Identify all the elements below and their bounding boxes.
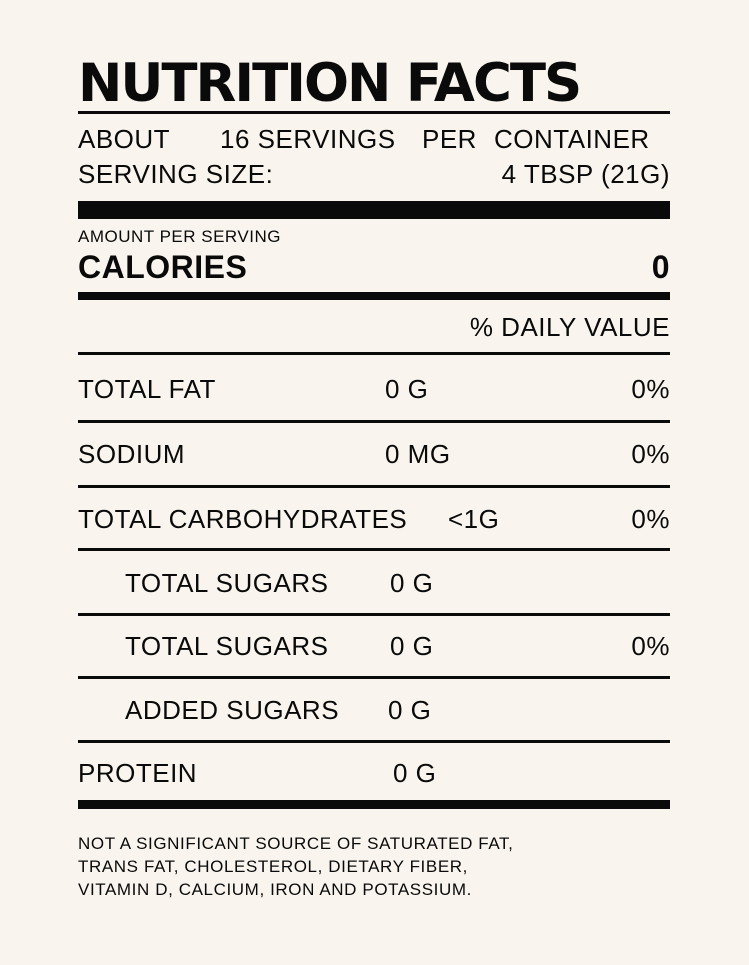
amount-per-serving: AMOUNT PER SERVING (78, 227, 281, 246)
footnote-line: NOT A SIGNIFICANT SOURCE OF SATURATED FA… (78, 834, 514, 853)
serving-size-value: 4 TBSP (21G) (501, 159, 670, 189)
row-divider (78, 676, 670, 679)
servings-count: 16 SERVINGS (220, 124, 396, 154)
servings-about: ABOUT (78, 124, 171, 154)
nutrient-name: TOTAL CARBOHYDRATES (78, 504, 408, 534)
footnote: NOT A SIGNIFICANT SOURCE OF SATURATED FA… (78, 832, 670, 901)
nutrient-daily-value: 0% (631, 504, 670, 534)
nutrient-amount: 0 MG (385, 439, 451, 469)
row-divider (78, 420, 670, 423)
nutrient-name: TOTAL SUGARS (125, 631, 329, 661)
footnote-line: TRANS FAT, CHOLESTEROL, DIETARY FIBER, (78, 857, 468, 876)
title-rule (78, 111, 670, 114)
row-divider (78, 352, 670, 355)
servings-container: CONTAINER (494, 124, 650, 154)
label-title: NUTRITION FACTS (78, 53, 582, 114)
thick-rule-bottom (78, 800, 670, 809)
thick-rule-top (78, 201, 670, 219)
nutrient-name: TOTAL SUGARS (125, 568, 329, 598)
calories-rule (78, 292, 670, 300)
nutrient-name: TOTAL FAT (78, 374, 216, 404)
footnote-line: VITAMIN D, CALCIUM, IRON AND POTASSIUM. (78, 880, 472, 899)
nutrition-label: NUTRITION FACTS ABOUT 16 SERVINGS PER CO… (78, 0, 670, 965)
nutrient-name: ADDED SUGARS (125, 695, 340, 725)
serving-size-label: SERVING SIZE: (78, 159, 274, 189)
nutrient-amount: 0 G (385, 374, 429, 404)
daily-value-header: % DAILY VALUE (469, 312, 670, 342)
calories-value: 0 (651, 249, 670, 285)
nutrient-amount: <1G (448, 504, 500, 534)
nutrient-amount: 0 G (390, 568, 434, 598)
nutrient-daily-value: 0% (631, 439, 670, 469)
row-divider (78, 613, 670, 616)
row-divider (78, 548, 670, 551)
nutrient-amount: 0 G (393, 758, 437, 788)
row-divider (78, 485, 670, 488)
nutrient-amount: 0 G (390, 631, 434, 661)
row-divider (78, 740, 670, 743)
nutrient-daily-value: 0% (631, 631, 670, 661)
servings-per: PER (422, 124, 477, 154)
nutrient-amount: 0 G (388, 695, 432, 725)
calories-label: CALORIES (78, 249, 248, 285)
nutrient-name: PROTEIN (78, 758, 198, 788)
nutrient-name: SODIUM (78, 439, 185, 469)
nutrient-daily-value: 0% (631, 374, 670, 404)
